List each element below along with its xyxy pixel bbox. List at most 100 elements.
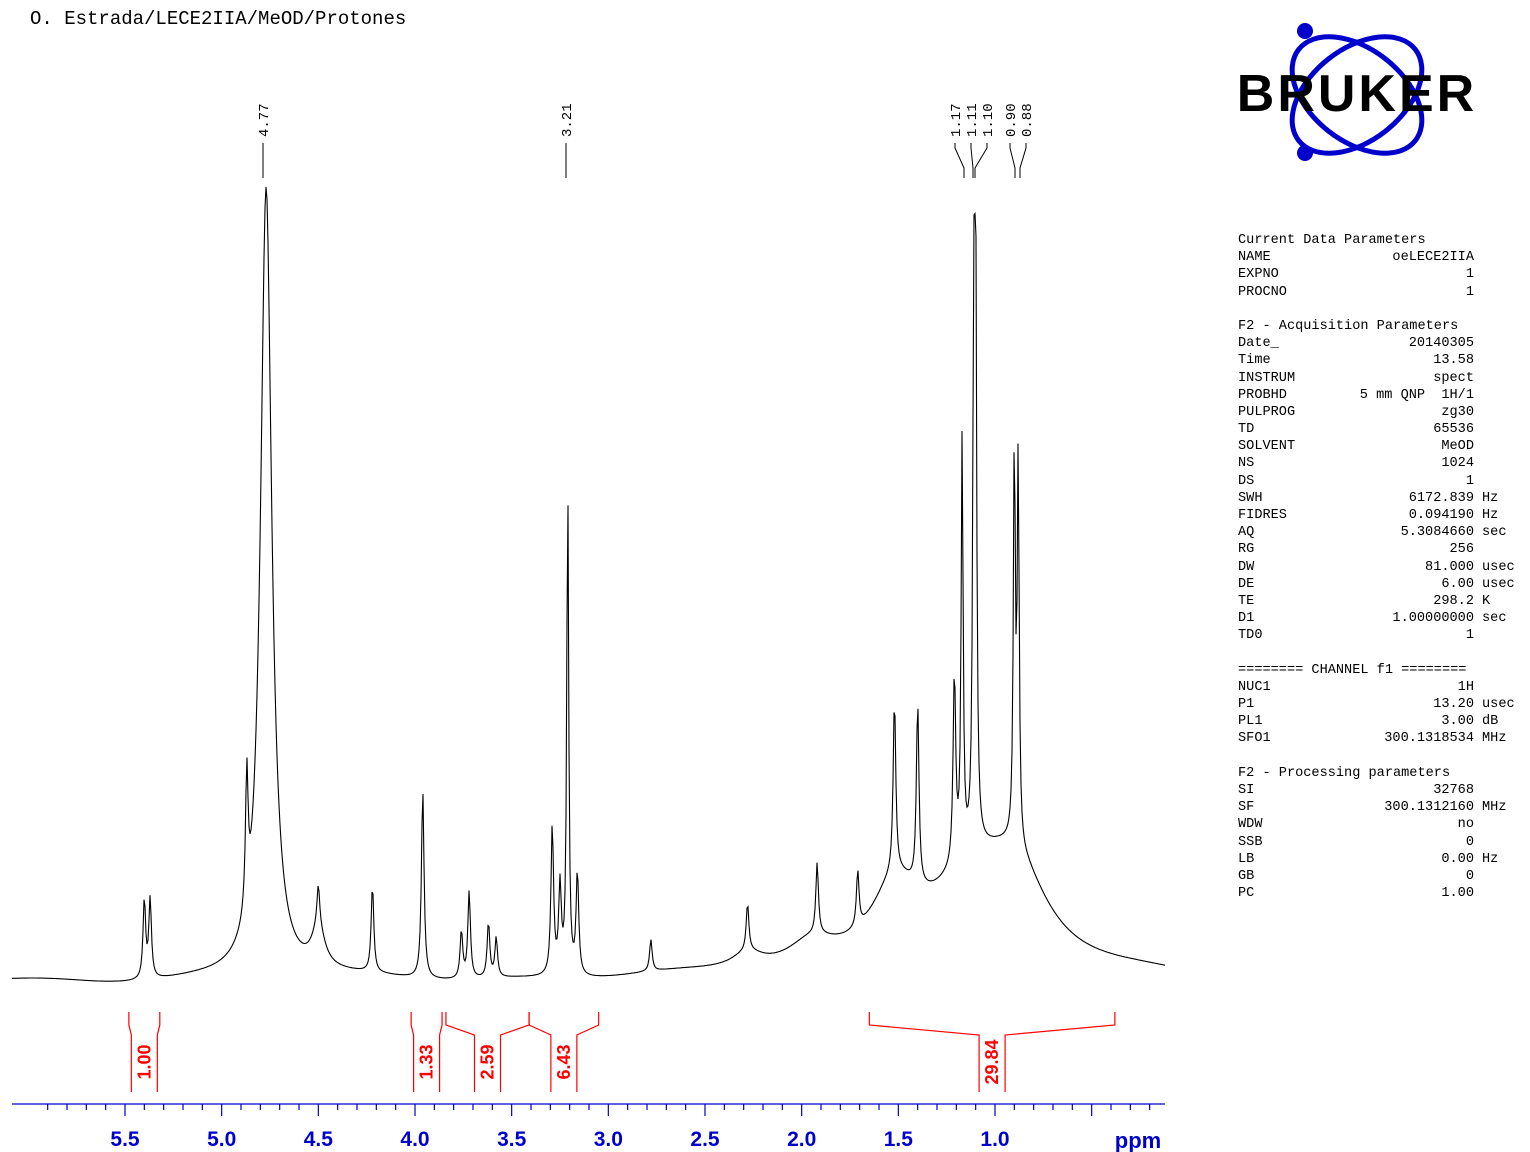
param-unit: Hz: [1482, 508, 1499, 523]
param-row: Time 13.58: [1238, 352, 1515, 369]
param-value: 65536: [1433, 422, 1474, 438]
peak-label: 3.21: [560, 103, 576, 137]
peak-label-leader: [1019, 143, 1027, 178]
param-value: 298.2: [1433, 593, 1474, 609]
param-row: RG 256: [1238, 541, 1515, 558]
param-unit: usec: [1482, 576, 1515, 592]
param-row: AQ 5.3084660 sec: [1238, 524, 1515, 541]
param-row: SFO1 300.1318534 MHz: [1238, 730, 1515, 747]
param-name: WDW: [1238, 817, 1263, 833]
param-name: EXPNO: [1238, 267, 1279, 283]
param-row: SF 300.1312160 MHz: [1238, 799, 1515, 816]
param-unit: MHz: [1482, 731, 1507, 747]
x-tick-label: 2.5: [690, 1128, 720, 1151]
param-name: TE: [1238, 593, 1255, 609]
param-value: 0: [1465, 868, 1474, 884]
integral-bracket: [410, 1012, 443, 1092]
param-unit: [1474, 249, 1482, 266]
param-row: LB 0.00 Hz: [1238, 851, 1515, 868]
param-name: D1: [1238, 611, 1255, 627]
param-unit: [1474, 387, 1482, 404]
param-value: 13.58: [1433, 353, 1474, 369]
param-name: FIDRES: [1238, 508, 1287, 523]
param-value: 1.00000000: [1392, 611, 1474, 627]
param-name: DS: [1238, 473, 1255, 489]
param-value: 300.1312160: [1384, 800, 1474, 816]
param-name: RG: [1238, 542, 1255, 558]
param-unit: [1474, 404, 1482, 421]
peak-label: 1.10: [981, 103, 997, 137]
param-value: 0.094190: [1408, 508, 1474, 523]
electron-icon: [1297, 23, 1313, 39]
param-row: PL1 3.00 dB: [1238, 713, 1515, 730]
param-row: Date_ 20140305: [1238, 335, 1515, 352]
param-unit: [1474, 816, 1482, 833]
param-name: PL1: [1238, 714, 1263, 730]
param-row: GB 0: [1238, 868, 1515, 885]
param-row: NS 1024: [1238, 455, 1515, 472]
param-name: TD: [1238, 422, 1255, 438]
param-unit: Hz: [1482, 851, 1499, 867]
param-value: 20140305: [1408, 336, 1474, 352]
param-unit: [1474, 266, 1482, 283]
param-value: 6172.839: [1408, 490, 1474, 506]
param-row: PROBHD 5 mm QNP 1H/1: [1238, 387, 1515, 404]
param-block-header: F2 - Acquisition Parameters: [1238, 318, 1459, 334]
integral-bracket: [528, 1012, 600, 1092]
peak-label: 4.77: [257, 103, 273, 137]
param-name: SI: [1238, 783, 1255, 798]
param-value: 13.20: [1433, 697, 1474, 713]
param-name: PULPROG: [1238, 404, 1296, 420]
param-unit: [1474, 370, 1482, 387]
param-block-header: ======== CHANNEL f1 ========: [1238, 662, 1467, 678]
param-value: 1: [1465, 628, 1474, 644]
x-tick-label: 2.0: [787, 1128, 816, 1151]
param-row: SI 32768: [1238, 782, 1515, 799]
param-unit: dB: [1482, 714, 1499, 730]
param-row: SOLVENT MeOD: [1238, 438, 1515, 455]
param-value: 81.000: [1425, 559, 1474, 575]
param-row: DE 6.00 usec: [1238, 576, 1515, 593]
x-tick-label: 3.5: [497, 1128, 527, 1151]
peak-label-leader: [954, 143, 965, 178]
param-value: 1024: [1441, 456, 1474, 472]
param-unit: [1474, 335, 1482, 352]
param-row: PULPROG zg30: [1238, 404, 1515, 421]
param-name: GB: [1238, 868, 1255, 884]
param-block-header: Current Data Parameters: [1238, 233, 1426, 248]
param-value: 5.3084660: [1400, 525, 1474, 541]
param-name: SWH: [1238, 490, 1263, 506]
param-unit: [1474, 541, 1482, 558]
param-value: 1H: [1457, 679, 1474, 695]
peak-label: 1.11: [965, 103, 981, 137]
x-axis-label: ppm: [1115, 1128, 1161, 1152]
bruker-logo: BRUKER: [1237, 23, 1477, 161]
param-row: INSTRUM spect: [1238, 370, 1515, 387]
param-name: AQ: [1238, 525, 1255, 541]
param-value: 5 mm QNP 1H/1: [1359, 387, 1474, 403]
param-unit: [1474, 834, 1482, 851]
param-unit: [1474, 438, 1482, 455]
param-name: SSB: [1238, 834, 1263, 850]
param-row: SSB 0: [1238, 834, 1515, 851]
param-unit: usec: [1482, 697, 1515, 713]
param-unit: Hz: [1482, 490, 1499, 506]
param-gap: [1238, 645, 1515, 662]
peak-label-leader: [1009, 143, 1016, 178]
logo-text: BRUKER: [1237, 65, 1477, 123]
param-name: LB: [1238, 851, 1255, 867]
param-value: 6.00: [1441, 576, 1474, 592]
electron-icon: [1297, 145, 1313, 161]
param-value: MeOD: [1441, 439, 1474, 455]
param-name: INSTRUM: [1238, 370, 1296, 386]
param-value: 1: [1465, 473, 1474, 489]
param-value: 3.00: [1441, 714, 1474, 730]
param-unit: [1474, 885, 1482, 902]
param-name: SF: [1238, 800, 1255, 816]
param-name: DE: [1238, 576, 1255, 592]
param-value: 0.00: [1441, 851, 1474, 867]
param-value: no: [1457, 817, 1474, 833]
param-row: DW 81.000 usec: [1238, 559, 1515, 576]
param-unit: sec: [1482, 525, 1507, 541]
param-name: SFO1: [1238, 731, 1271, 747]
